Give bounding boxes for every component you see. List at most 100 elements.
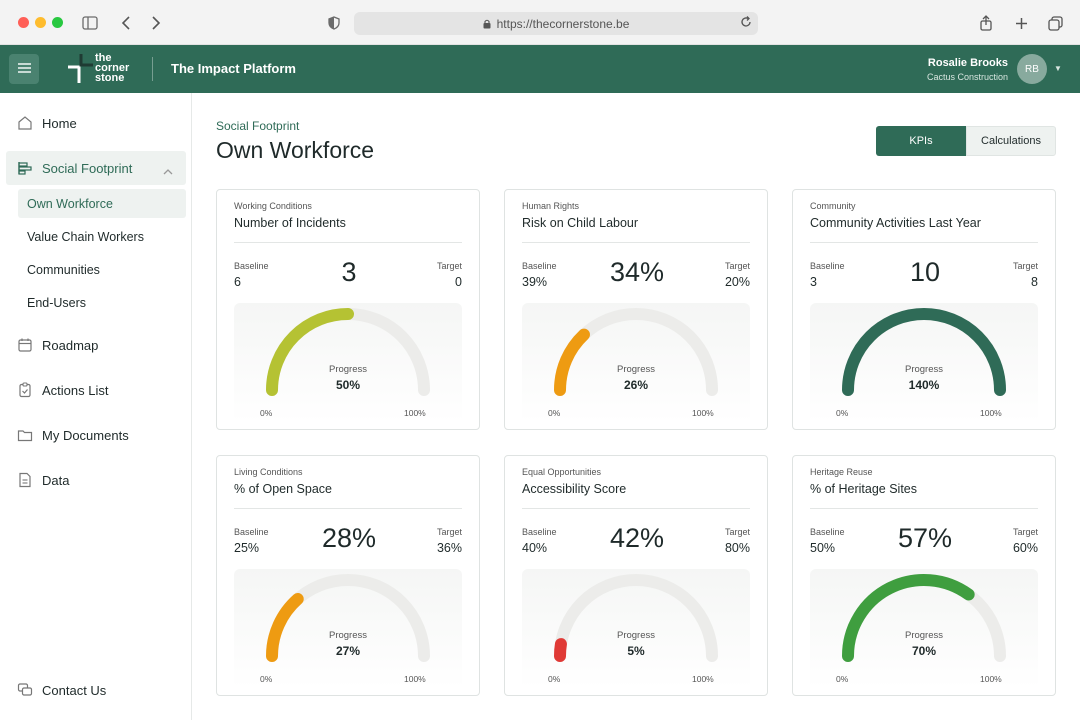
baseline-label: Baseline	[234, 527, 269, 537]
baseline-label: Baseline	[810, 261, 845, 271]
kpi-category: Equal Opportunities	[522, 467, 602, 477]
address-bar[interactable]: https://thecornerstone.be	[354, 12, 758, 35]
tab-kpis[interactable]: KPIs	[876, 126, 966, 156]
gauge-svg	[266, 574, 430, 662]
gauge-svg	[266, 308, 430, 396]
baseline-value: 50%	[810, 541, 836, 555]
sidebar-item-label: Roadmap	[42, 337, 99, 353]
target-value: 0	[455, 275, 462, 289]
clipboard-check-icon	[16, 381, 34, 399]
kpi-card[interactable]: Heritage Reuse % of Heritage Sites Baselin…	[792, 455, 1056, 696]
divider	[234, 508, 462, 509]
breadcrumb[interactable]: Social Footprint	[216, 119, 300, 133]
close-window-button[interactable]	[18, 17, 29, 28]
baseline-label: Baseline	[810, 527, 845, 537]
current-value: 57%	[897, 523, 953, 553]
kpi-card[interactable]: Human Rights Risk on Child Labour Baseline…	[504, 189, 768, 430]
progress-value: 140%	[908, 378, 940, 392]
sidebar-item-my-documents[interactable]: My Documents	[16, 426, 129, 444]
sidebar-subitem-active-bg	[18, 189, 186, 218]
gauge-max-label: 100%	[692, 408, 714, 418]
logo-wordmark: the corner stone	[95, 52, 130, 84]
avatar[interactable]: RB	[1017, 54, 1047, 84]
header-divider	[152, 57, 153, 81]
browser-toolbar: https://thecornerstone.be	[0, 0, 1080, 45]
target-value: 20%	[724, 275, 750, 289]
tab-overview-icon[interactable]	[1044, 12, 1066, 34]
target-value: 36%	[436, 541, 462, 555]
user-name[interactable]: Rosalie Brooks	[927, 57, 1008, 69]
kpi-title: Risk on Child Labour	[522, 216, 639, 230]
minimize-window-button[interactable]	[35, 17, 46, 28]
progress-value: 5%	[627, 644, 645, 658]
progress-value: 70%	[911, 644, 937, 658]
gauge-max-label: 100%	[404, 674, 426, 684]
sidebar-item-data[interactable]: Data	[16, 471, 69, 489]
kpi-category: Working Conditions	[234, 201, 312, 211]
sidebar-group-active-bg	[6, 151, 186, 185]
sidebar-item-actions-list[interactable]: Actions List	[16, 381, 108, 399]
gauge-svg	[842, 574, 1006, 662]
gauge-progress-arc	[554, 638, 567, 662]
sidebar-item-social-footprint[interactable]: Social Footprint	[16, 159, 132, 177]
gauge-svg	[554, 308, 718, 396]
sidebar-item-label: Contact Us	[42, 682, 107, 698]
user-company: Cactus Construction	[926, 72, 1008, 82]
divider	[522, 508, 750, 509]
new-tab-icon[interactable]	[1010, 12, 1032, 34]
gauge-track	[554, 574, 718, 662]
cornerstone-logo[interactable]	[66, 52, 136, 86]
progress-gauge: Progress 140% 0% 100%	[810, 303, 1038, 423]
sidebar-item-home[interactable]: Home	[16, 114, 77, 132]
chevron-down-icon[interactable]: ▼	[1054, 64, 1062, 73]
chevron-up-icon[interactable]	[163, 163, 173, 181]
target-label: Target	[1012, 261, 1038, 271]
target-label: Target	[724, 527, 750, 537]
target-value: 80%	[724, 541, 750, 555]
back-icon[interactable]	[115, 12, 137, 34]
tab-calculations[interactable]: Calculations	[966, 126, 1056, 156]
target-label: Target	[1012, 527, 1038, 537]
gauge-max-label: 100%	[692, 674, 714, 684]
progress-label: Progress	[904, 364, 943, 375]
chat-icon	[16, 681, 34, 699]
sidebar-toggle-icon[interactable]	[79, 12, 101, 34]
reload-icon[interactable]	[740, 16, 752, 28]
sidebar-subitem-end-users[interactable]: End-Users	[27, 296, 87, 310]
kpi-card[interactable]: Equal Opportunities Accessibility Score Ba…	[504, 455, 768, 696]
kpi-category: Community	[810, 201, 856, 211]
sidebar-subitem-communities[interactable]: Communities	[27, 263, 100, 277]
privacy-shield-icon[interactable]	[323, 12, 345, 34]
current-value: 3	[341, 257, 357, 287]
sidebar-item-label: Home	[42, 115, 77, 131]
progress-value: 27%	[335, 644, 361, 658]
gauge-progress-arc	[554, 328, 590, 396]
gauge-min-label: 0%	[260, 408, 273, 418]
menu-button[interactable]	[9, 54, 39, 84]
app-header: the corner stone The Impact Platform Ros…	[0, 45, 1080, 93]
share-icon[interactable]	[975, 12, 997, 34]
baseline-label: Baseline	[522, 527, 557, 537]
kpi-title: Number of Incidents	[234, 216, 346, 230]
hamburger-icon	[17, 60, 31, 78]
progress-label: Progress	[328, 364, 367, 375]
progress-gauge: Progress 26% 0% 100%	[522, 303, 750, 423]
kpi-card[interactable]: Living Conditions % of Open Space Baseline…	[216, 455, 480, 696]
kpi-title: % of Heritage Sites	[810, 482, 917, 496]
kpi-category: Living Conditions	[234, 467, 303, 477]
gauge-progress-arc	[842, 574, 975, 662]
kpi-title: % of Open Space	[234, 482, 332, 496]
kpi-card[interactable]: Working Conditions Number of Incidents Bas…	[216, 189, 480, 430]
current-value: 28%	[321, 523, 377, 553]
sidebar-item-contact-us[interactable]: Contact Us	[16, 681, 106, 699]
kpi-card[interactable]: Community Community Activities Last Year B…	[792, 189, 1056, 430]
sidebar-subitem-own-workforce[interactable]: Own Workforce	[27, 197, 113, 211]
maximize-window-button[interactable]	[52, 17, 63, 28]
sidebar-subitem-value-chain-workers[interactable]: Value Chain Workers	[27, 230, 144, 244]
sidebar-item-roadmap[interactable]: Roadmap	[16, 336, 98, 354]
lock-icon	[483, 19, 491, 29]
gauge-max-label: 100%	[404, 408, 426, 418]
divider	[234, 242, 462, 243]
forward-icon[interactable]	[145, 12, 167, 34]
home-icon	[16, 114, 34, 132]
